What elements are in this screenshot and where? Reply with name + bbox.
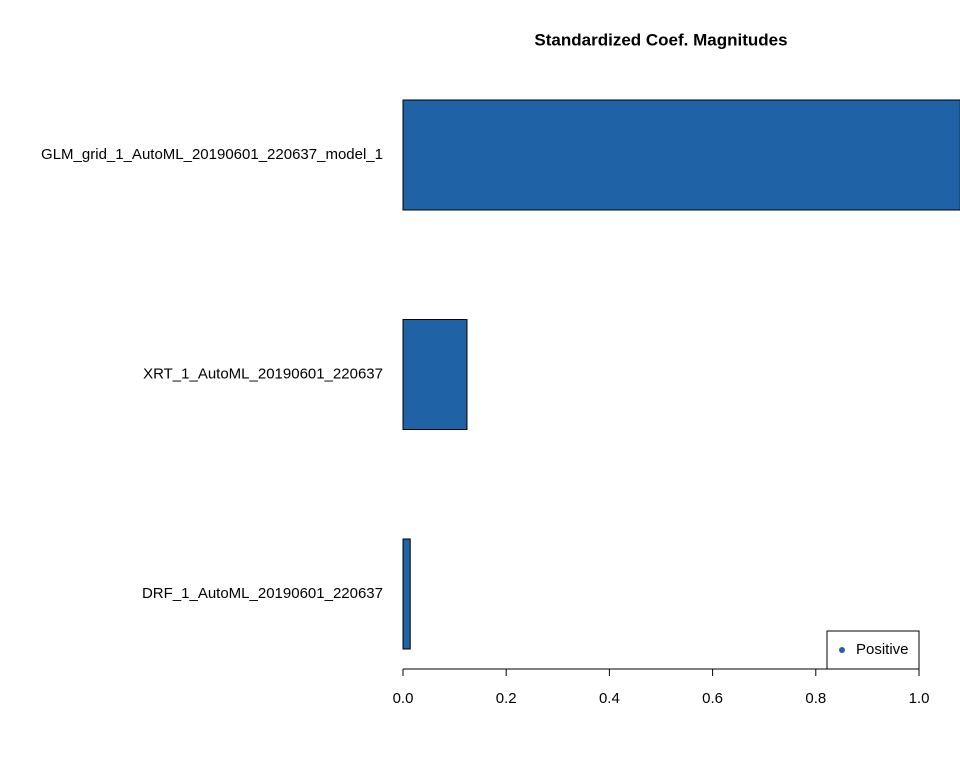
x-tick-label: 1.0	[909, 690, 930, 707]
bar	[402, 538, 411, 650]
bar	[402, 319, 468, 430]
x-tick-label: 0.0	[393, 690, 414, 707]
x-tick-label: 0.4	[599, 690, 620, 707]
x-tick-label: 0.8	[805, 690, 826, 707]
y-tick-label: GLM_grid_1_AutoML_20190601_220637_model_…	[41, 146, 383, 163]
bar	[402, 99, 960, 211]
x-tick-label: 0.6	[702, 690, 723, 707]
x-tick-label: 0.2	[496, 690, 517, 707]
chart-title: Standardized Coef. Magnitudes	[534, 30, 787, 49]
plot-area	[402, 99, 960, 650]
legend-label: Positive	[856, 641, 909, 658]
legend-box	[826, 630, 920, 670]
y-tick-label: XRT_1_AutoML_20190601_220637	[143, 365, 383, 382]
legend-marker	[839, 647, 845, 653]
y-tick-label: DRF_1_AutoML_20190601_220637	[142, 585, 383, 602]
